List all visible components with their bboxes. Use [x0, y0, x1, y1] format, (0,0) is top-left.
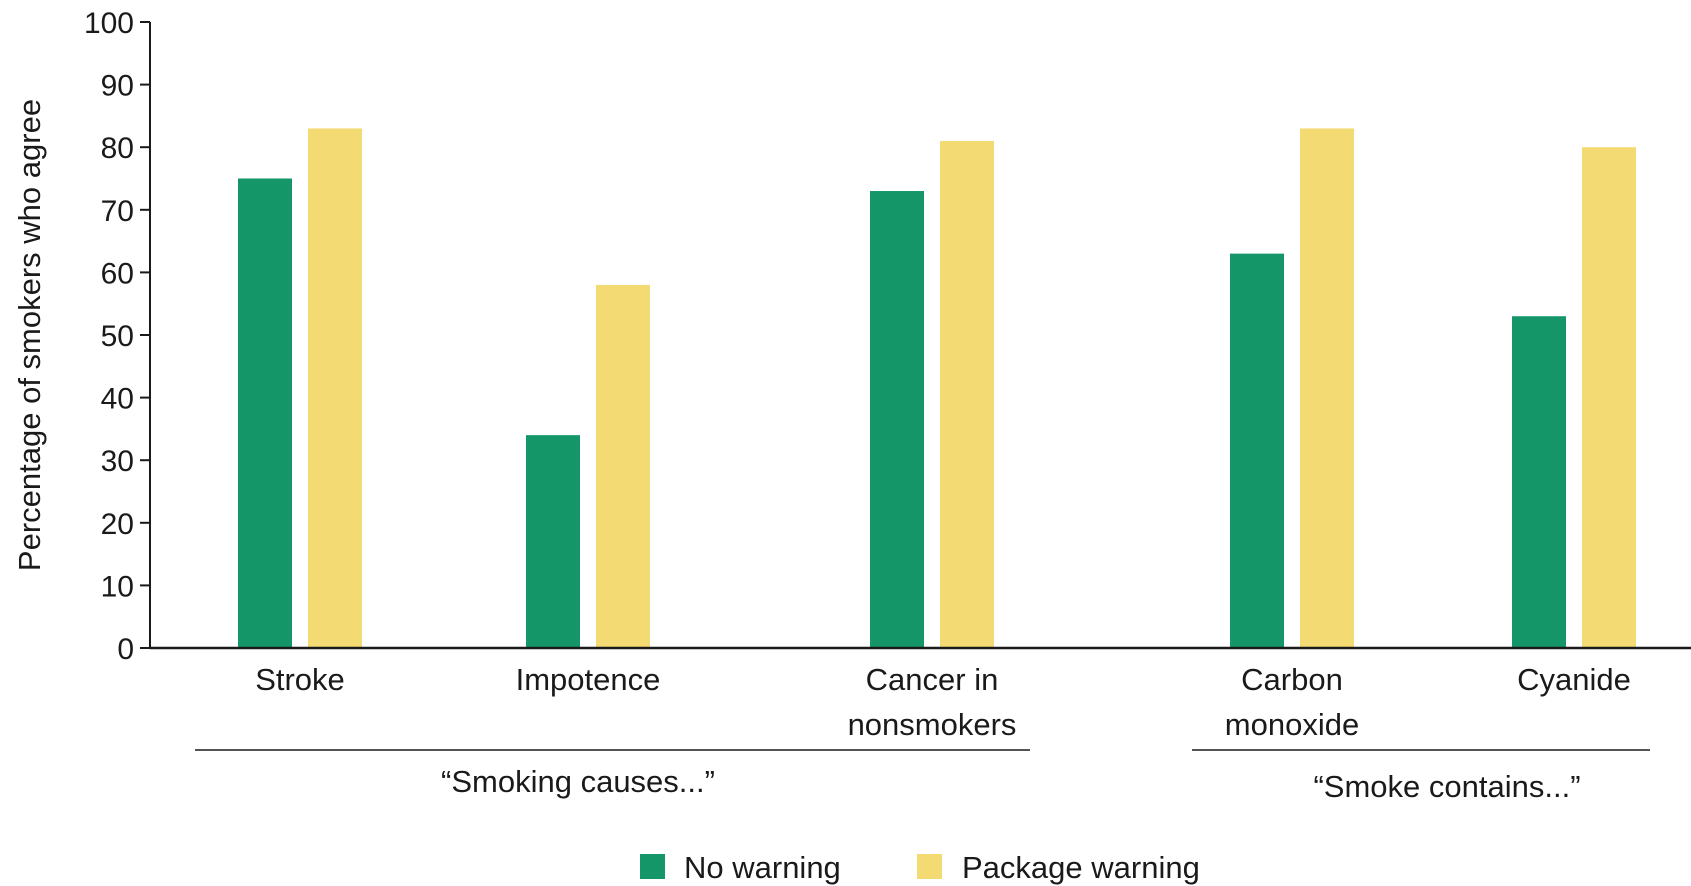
- bar-no-warning: [870, 191, 924, 648]
- legend-label: No warning: [684, 850, 841, 885]
- bar-package-warning: [1582, 147, 1636, 648]
- category-groups: “Smoking causes...” “Smoke contains...”: [195, 749, 1650, 804]
- bar-no-warning: [1230, 253, 1284, 648]
- y-axis: 0 10 20 30 40 50 60 70 80 90 100: [84, 7, 151, 666]
- bar-no-warning: [1512, 316, 1566, 648]
- x-tick-label: Cancer in nonsmokers: [848, 662, 1017, 742]
- group-label: “Smoking causes...”: [441, 764, 715, 799]
- bar-no-warning: [238, 178, 292, 648]
- legend-label: Package warning: [962, 850, 1200, 885]
- bar-package-warning: [940, 140, 994, 648]
- y-tick-label: 30: [101, 445, 134, 478]
- y-tick-label: 90: [101, 70, 134, 103]
- x-tick-label: Impotence: [516, 662, 661, 697]
- legend-swatch: [640, 854, 665, 879]
- bar-package-warning: [1300, 128, 1354, 649]
- x-axis: Stroke Impotence Cancer in nonsmokers Carbon…: [150, 646, 1691, 742]
- y-tick-label: 60: [101, 257, 134, 290]
- y-tick-label: 70: [101, 195, 134, 228]
- x-tick-label: Carbon monoxide: [1225, 662, 1359, 742]
- y-tick-label: 0: [117, 633, 134, 666]
- y-axis-title-group: Percentage of smokers who agree: [12, 99, 47, 571]
- x-tick-label: Stroke: [255, 662, 345, 697]
- x-tick-label: Cyanide: [1517, 662, 1631, 697]
- legend: No warning Package warning: [640, 850, 1200, 885]
- y-axis-label: Percentage of smokers who agree: [12, 99, 47, 571]
- bar-package-warning: [308, 128, 362, 649]
- bar-package-warning: [596, 284, 650, 648]
- legend-swatch: [917, 854, 942, 879]
- y-tick-label: 50: [101, 320, 134, 353]
- group-label: “Smoke contains...”: [1313, 769, 1580, 804]
- y-tick-label: 100: [84, 7, 134, 40]
- y-tick-label: 40: [101, 383, 134, 416]
- bars: [238, 128, 1636, 649]
- bar-no-warning: [526, 435, 580, 648]
- y-tick-label: 10: [101, 570, 134, 603]
- y-tick-label: 80: [101, 132, 134, 165]
- y-tick-label: 20: [101, 508, 134, 541]
